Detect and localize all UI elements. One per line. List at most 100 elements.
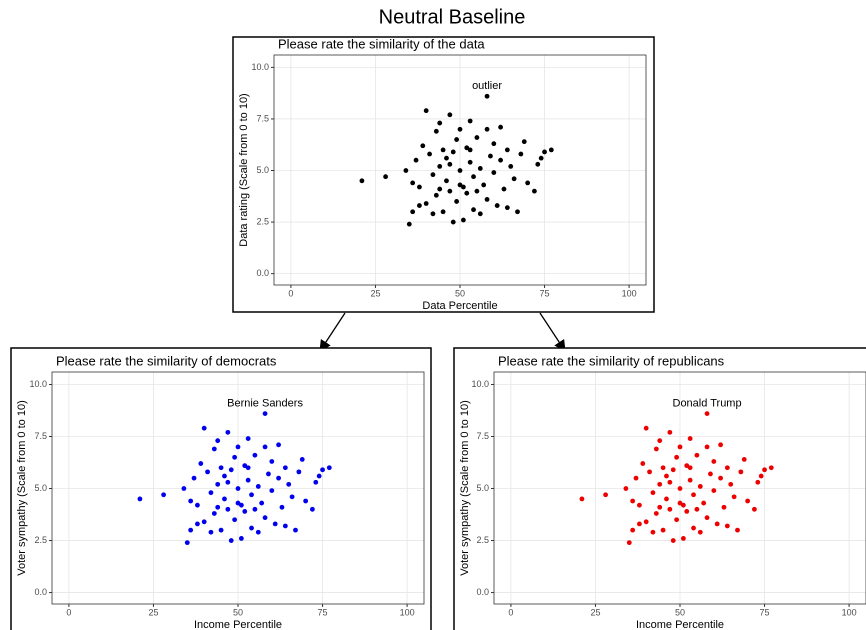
x-tick-label: 100 [622, 288, 637, 298]
point [711, 488, 717, 494]
point [471, 174, 476, 180]
x-tick-label: 25 [590, 607, 600, 617]
point [691, 525, 696, 531]
point [232, 454, 238, 460]
point [701, 500, 707, 506]
point [225, 506, 231, 512]
point [704, 444, 710, 450]
x-tick-label: 50 [675, 607, 685, 617]
point [674, 454, 680, 460]
point [228, 467, 234, 473]
annotation: Donald Trump [673, 398, 742, 410]
point [249, 525, 254, 531]
point [454, 199, 460, 204]
chart-title: Please rate the similarity of the data [278, 36, 485, 51]
point [161, 492, 167, 498]
point [433, 128, 439, 134]
y-tick-label: 10.0 [251, 62, 269, 72]
point [410, 180, 416, 186]
point [201, 519, 207, 525]
point [437, 120, 443, 126]
point [745, 498, 751, 504]
point [491, 170, 497, 175]
point [208, 490, 214, 496]
point [515, 209, 520, 215]
point [504, 147, 510, 153]
point [714, 521, 720, 527]
point [518, 151, 524, 157]
point [359, 178, 365, 184]
point [670, 538, 676, 543]
point [427, 151, 432, 157]
point [282, 523, 288, 529]
point [477, 166, 483, 171]
panel-border [51, 371, 425, 605]
point [650, 529, 656, 535]
point [437, 163, 443, 169]
x-tick-label: 0 [508, 607, 513, 617]
point [403, 168, 409, 173]
chart: Please rate the similarity of republican… [453, 347, 866, 630]
point [326, 465, 332, 471]
point [191, 475, 197, 481]
point [691, 492, 696, 498]
point [758, 473, 764, 479]
point [657, 504, 663, 510]
point [721, 504, 727, 510]
point [677, 486, 683, 491]
point [201, 425, 207, 431]
point [667, 479, 673, 485]
point [548, 147, 554, 153]
point [262, 444, 268, 450]
point [222, 473, 227, 479]
point [460, 217, 466, 223]
point [474, 188, 480, 194]
point [525, 180, 531, 186]
point [252, 452, 258, 458]
point [626, 540, 632, 546]
y-tick-label: 2.5 [476, 535, 489, 545]
y-axis-label: Data rating (Scale from 0 to 10) [238, 93, 250, 246]
point [433, 192, 439, 198]
y-tick-label: 2.5 [256, 216, 269, 226]
arrow [319, 312, 346, 352]
point [484, 126, 490, 132]
point [741, 456, 747, 462]
point [603, 492, 608, 498]
point [245, 477, 251, 483]
point [447, 188, 453, 194]
point [235, 486, 241, 491]
point [215, 438, 221, 444]
point [762, 467, 767, 473]
point [208, 529, 214, 535]
y-tick-label: 0.0 [256, 268, 269, 278]
point [498, 157, 503, 163]
point [677, 444, 683, 450]
point [731, 494, 737, 500]
point [687, 477, 693, 483]
point [235, 500, 241, 506]
x-tick-label: 25 [148, 607, 158, 617]
point [467, 118, 473, 124]
point [738, 469, 744, 475]
point [262, 411, 268, 417]
point [440, 209, 446, 215]
point [704, 411, 710, 417]
point [687, 465, 693, 471]
point [215, 504, 221, 510]
y-tick-label: 0.0 [34, 587, 47, 597]
point [538, 155, 544, 161]
annotation: Bernie Sanders [227, 398, 303, 410]
point [457, 168, 463, 173]
point [238, 536, 244, 541]
point [724, 523, 730, 529]
point [664, 496, 669, 502]
point [640, 461, 646, 466]
point [467, 159, 473, 165]
point [680, 536, 686, 541]
x-tick-label: 75 [760, 607, 770, 617]
point [198, 461, 204, 466]
point [501, 186, 507, 192]
point [245, 465, 251, 471]
point [674, 517, 680, 523]
